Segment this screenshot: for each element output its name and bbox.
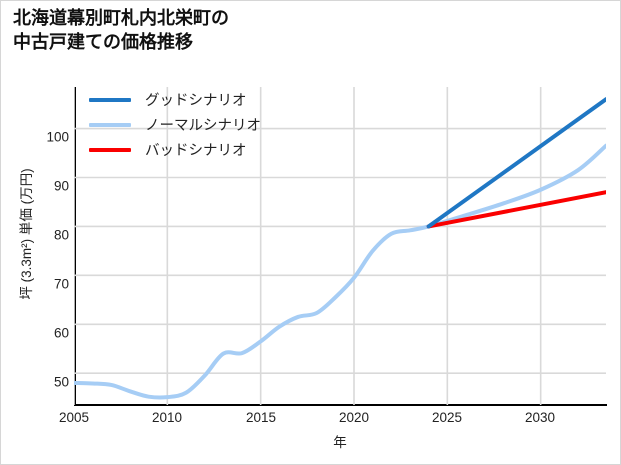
x-axis-title: 年 xyxy=(333,435,347,450)
legend-item-normal: ノーマルシナリオ xyxy=(89,116,261,134)
y-tick-label: 80 xyxy=(53,227,69,243)
series-lines xyxy=(74,97,606,400)
legend-swatch-icon xyxy=(89,147,131,152)
series-line xyxy=(74,143,606,400)
y-tick-label: 50 xyxy=(53,374,69,390)
legend-item-bad: バッドシナリオ xyxy=(89,141,261,159)
chart-legend: グッドシナリオ ノーマルシナリオ バッドシナリオ xyxy=(89,91,261,159)
series-line xyxy=(426,97,606,229)
page-title: 北海道幕別町札内北栄町の 中古戸建ての価格推移 xyxy=(13,8,229,52)
x-tick-label: 2015 xyxy=(245,410,277,425)
x-tick-label: 2020 xyxy=(338,410,370,425)
legend-item-good: グッドシナリオ xyxy=(89,91,261,109)
gridlines xyxy=(74,87,606,405)
x-tick-label: 2025 xyxy=(431,410,463,425)
legend-item-label: グッドシナリオ xyxy=(145,93,247,109)
y-tick-label: 60 xyxy=(53,325,69,341)
x-tick-label: 2010 xyxy=(151,410,183,425)
series-line xyxy=(426,190,606,229)
y-tick-label: 100 xyxy=(46,129,69,145)
x-axis-spine xyxy=(74,404,607,406)
y-tick-label: 90 xyxy=(53,178,69,194)
y-axis-title: 坪 (3.3m²) 単価 (万円) xyxy=(19,168,34,300)
legend-swatch-icon xyxy=(89,97,131,102)
chart-canvas xyxy=(74,87,606,405)
y-axis-spine xyxy=(74,87,76,406)
y-axis-tick-labels: 50 60 70 80 90 100 xyxy=(1,1,69,464)
y-tick-label: 70 xyxy=(53,276,69,292)
legend-item-label: バッドシナリオ xyxy=(145,143,247,159)
x-tick-label: 2005 xyxy=(58,410,90,425)
plot-area xyxy=(74,87,606,405)
legend-swatch-icon xyxy=(89,122,131,127)
x-tick-label: 2030 xyxy=(524,410,556,425)
legend-item-label: ノーマルシナリオ xyxy=(145,118,261,134)
